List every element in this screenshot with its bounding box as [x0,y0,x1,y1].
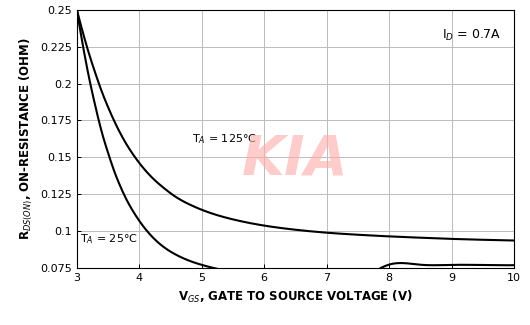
X-axis label: V$_{GS}$, GATE TO SOURCE VOLTAGE (V): V$_{GS}$, GATE TO SOURCE VOLTAGE (V) [178,289,413,305]
Text: T$_A$ = 125°C: T$_A$ = 125°C [192,132,258,146]
Text: KIA: KIA [242,133,349,187]
Y-axis label: R$_{DS(ON)}$, ON-RESISTANCE (OHM): R$_{DS(ON)}$, ON-RESISTANCE (OHM) [17,38,34,240]
Text: T$_A$ = 25°C: T$_A$ = 25°C [80,232,138,246]
Text: I$_D$ = 0.7A: I$_D$ = 0.7A [443,28,501,43]
